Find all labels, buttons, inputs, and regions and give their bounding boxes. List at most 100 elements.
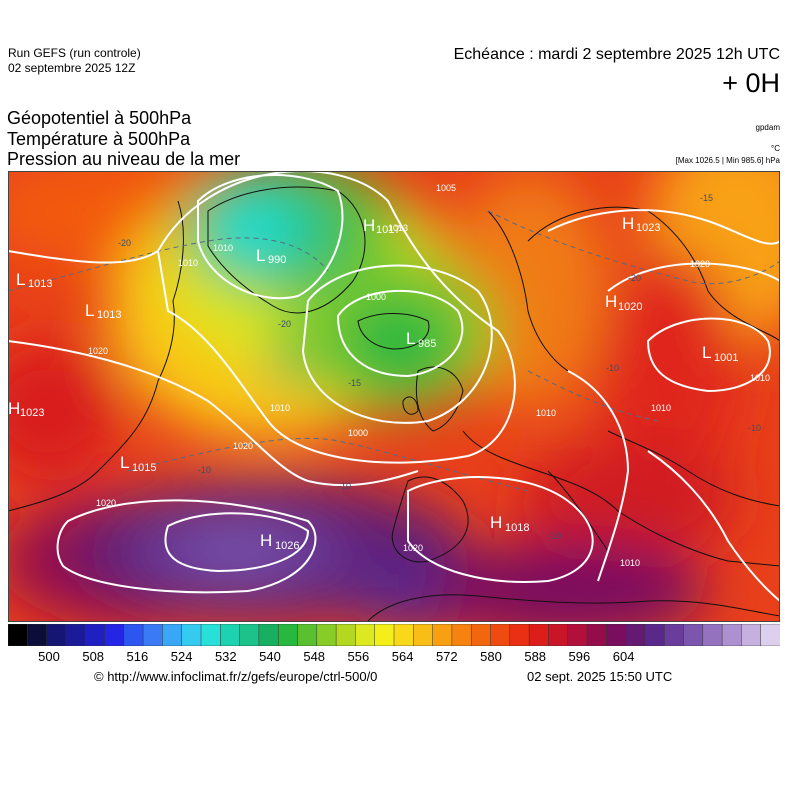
- isobar-label: 1010: [620, 558, 640, 568]
- isobar-label: 1010: [213, 243, 233, 253]
- pressure-center-type: H: [260, 531, 272, 550]
- isotherm-value-labels: -20 -20 -20 -15 -15 -10 -10 -10 -10 -10: [118, 193, 761, 541]
- isobar-label: 1020: [88, 346, 108, 356]
- pressure-center-type: L: [16, 270, 25, 289]
- colorbar-swatch: [258, 624, 279, 646]
- colorbar-swatch: [65, 624, 86, 646]
- colorbar-swatch: [277, 624, 299, 646]
- isobar-label: 1005: [436, 183, 456, 193]
- colorbar-swatch: [162, 624, 183, 646]
- parameter-pressure: Pression au niveau de la mer: [7, 149, 241, 169]
- colorbar-swatch: [8, 624, 28, 646]
- pressure-center-value: 985: [418, 338, 436, 350]
- colorbar-tick-label: 532: [214, 649, 237, 664]
- colorbar-swatch: [490, 624, 511, 646]
- isotherm-label: -15: [348, 378, 361, 388]
- colorbar-swatch: [123, 624, 144, 646]
- colorbar-tick-label: 524: [170, 649, 193, 664]
- colorbar-swatch: [586, 624, 607, 646]
- pressure-center-type: L: [406, 329, 415, 348]
- source-url[interactable]: © http://www.infoclimat.fr/z/gefs/europe…: [94, 669, 378, 684]
- colorbar-tick-label: 564: [391, 649, 414, 664]
- pressure-center-value: 1001: [714, 352, 738, 364]
- isotherm-label: -10: [606, 363, 619, 373]
- colorbar-swatch: [374, 624, 395, 646]
- isobars: [8, 171, 780, 602]
- colorbar-swatch: [335, 624, 357, 646]
- colorbar-swatch: [84, 624, 106, 646]
- colorbar-swatch: [548, 624, 569, 646]
- pressure-center-type: L: [85, 301, 94, 320]
- pressure-center-type: L: [256, 246, 265, 265]
- pressure-center-value: 1017: [376, 224, 400, 236]
- pressure-center-type: H: [605, 292, 617, 311]
- pressure-center-value: 1020: [618, 301, 642, 313]
- colorbar-swatch: [470, 624, 492, 646]
- isotherm-label: -10: [338, 481, 351, 491]
- colorbar-swatch: [46, 624, 67, 646]
- isobar-value-labels: 1005 1013 1020 1000 1010 1020 1010 1010 …: [88, 183, 770, 568]
- colorbar-swatch: [220, 624, 241, 646]
- colorbar-tick-label: 604: [612, 649, 635, 664]
- isotherm-label: -20: [628, 273, 641, 283]
- unit-temperature: °C: [771, 144, 780, 153]
- generation-date: 02 sept. 2025 15:50 UTC: [527, 669, 673, 684]
- colorbar-swatch: [741, 624, 762, 646]
- pressure-center-type: H: [490, 513, 502, 532]
- colorbar-swatch: [683, 624, 704, 646]
- weather-map[interactable]: H 1017 H 1023 L 990 L 1013 L 1013 L 985 …: [8, 171, 780, 622]
- forecast-valid-time: Echéance : mardi 2 septembre 2025 12h UT…: [453, 46, 780, 63]
- colorbar: [8, 624, 780, 646]
- colorbar-swatch: [528, 624, 550, 646]
- isotherm-label: -10: [748, 423, 761, 433]
- isobar-label: 1010: [651, 403, 671, 413]
- isobar-label: 1010: [536, 408, 556, 418]
- colorbar-swatch: [721, 624, 743, 646]
- isobar-label: 1020: [233, 441, 253, 451]
- pressure-center-type: H: [8, 399, 20, 418]
- colorbar-tick-label: 548: [303, 649, 326, 664]
- pressure-min-max: [Max 1026.5 | Min 985.6] hPa: [675, 156, 780, 165]
- isobar-label: 1010: [750, 373, 770, 383]
- isobar-label: 1020: [690, 259, 710, 269]
- colorbar-swatch: [432, 624, 453, 646]
- colorbar-tick-label: 596: [568, 649, 591, 664]
- isobar-label: 1000: [348, 428, 368, 438]
- pressure-center-value: 1013: [97, 309, 121, 321]
- colorbar-swatch: [509, 624, 530, 646]
- colorbar-swatch: [27, 624, 48, 646]
- pressure-center-value: 1023: [20, 407, 44, 419]
- colorbar-swatch: [567, 624, 588, 646]
- colorbar-tick-label: 540: [259, 649, 281, 664]
- parameter-temperature: Température à 500hPa: [7, 129, 191, 149]
- colorbar-swatch: [142, 624, 164, 646]
- isobar-label: 1020: [96, 498, 116, 508]
- isotherm-label: -15: [700, 193, 713, 203]
- run-date: 02 septembre 2025 12Z: [8, 61, 136, 75]
- pressure-center-type: L: [120, 453, 129, 472]
- isotherm-label: -10: [198, 465, 211, 475]
- isobar-label: 1013: [388, 223, 408, 233]
- isotherm-label: -20: [118, 238, 131, 248]
- colorbar-tick-label: 572: [435, 649, 458, 664]
- run-title: Run GEFS (run controle): [8, 46, 141, 60]
- parameter-geopotential: Géopotentiel à 500hPa: [7, 108, 192, 128]
- colorbar-swatch: [625, 624, 646, 646]
- colorbar-tick-label: 500: [38, 649, 60, 664]
- isobar-label: 1010: [178, 258, 198, 268]
- pressure-center-value: 1023: [636, 222, 660, 234]
- colorbar-swatch: [451, 624, 472, 646]
- isotherm-label: -20: [278, 319, 291, 329]
- colorbar-swatch: [355, 624, 376, 646]
- colorbar-swatch: [413, 624, 434, 646]
- isotherm-label: -10: [548, 531, 561, 541]
- colorbar-swatch: [606, 624, 627, 646]
- colorbar-swatch: [297, 624, 318, 646]
- colorbar-tick-label: 508: [82, 649, 105, 664]
- isobar-label: 1020: [403, 543, 423, 553]
- colorbar-tick-label: 580: [480, 649, 502, 664]
- colorbar-swatch: [104, 624, 125, 646]
- pressure-center-type: L: [702, 343, 711, 362]
- pressure-center-type: H: [363, 216, 375, 235]
- colorbar-tick-label: 556: [347, 649, 370, 664]
